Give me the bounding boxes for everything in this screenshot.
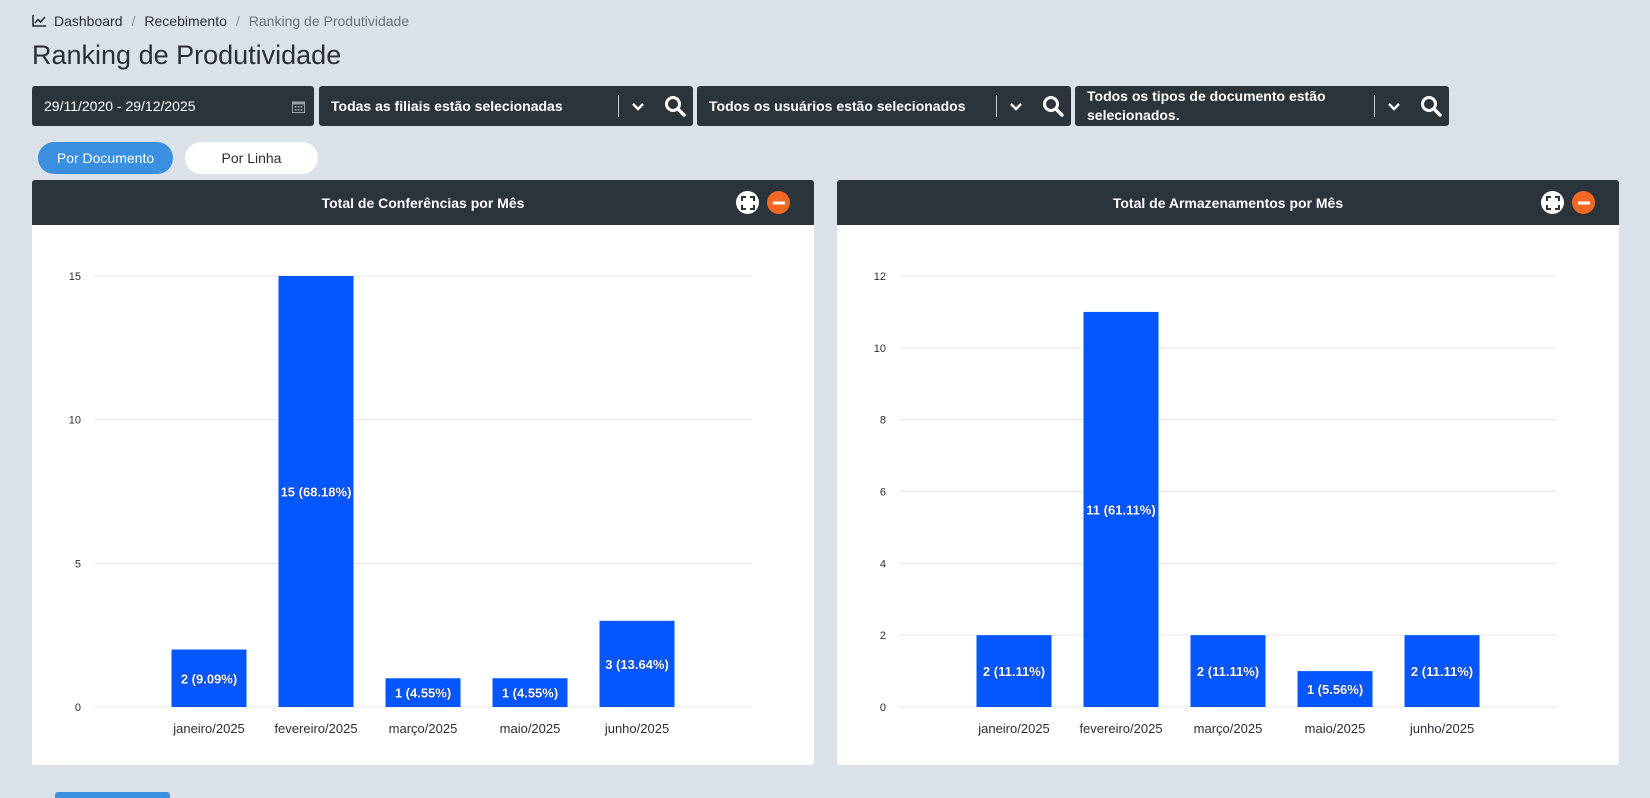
x-tick-label: março/2025 xyxy=(1194,721,1263,736)
data-label: 1 (4.55%) xyxy=(395,686,451,701)
breadcrumb-separator: / xyxy=(235,13,240,29)
y-tick-label: 10 xyxy=(874,343,886,355)
y-tick-label: 12 xyxy=(874,271,886,283)
bar[interactable] xyxy=(278,276,354,707)
y-tick-label: 15 xyxy=(69,271,81,283)
divider xyxy=(1374,95,1375,117)
storage-bar-chart: 0 2 4 6 8 10 12 2 (11.11%) janeiro/2025 11 (61.11… xyxy=(874,271,1557,736)
data-label: 1 (5.56%) xyxy=(1307,682,1363,697)
divider xyxy=(618,95,619,117)
breadcrumb-dashboard[interactable]: Dashboard xyxy=(54,13,123,29)
x-tick-label: maio/2025 xyxy=(1305,721,1366,736)
data-label: 3 (13.64%) xyxy=(605,657,669,672)
by-line-toggle[interactable]: Por Linha xyxy=(185,142,318,174)
branches-filter[interactable]: Todas as filiais estão selecionadas xyxy=(319,86,693,126)
collapse-icon[interactable] xyxy=(767,191,790,214)
bar[interactable] xyxy=(1190,635,1266,707)
breadcrumb-recebimento[interactable]: Recebimento xyxy=(144,13,227,29)
bar[interactable] xyxy=(171,649,247,707)
users-filter[interactable]: Todos os usuários estão selecionados xyxy=(697,86,1071,126)
data-label: 15 (68.18%) xyxy=(281,485,352,500)
expand-icon[interactable] xyxy=(736,191,759,214)
doc-types-value: Todos os tipos de documento estão seleci… xyxy=(1087,88,1326,123)
x-tick-label: janeiro/2025 xyxy=(172,721,245,736)
date-range-filter[interactable]: 29/11/2020 - 29/12/2025 xyxy=(32,86,314,126)
breadcrumb: Dashboard / Recebimento / Ranking de Pro… xyxy=(32,13,409,29)
y-tick-label: 5 xyxy=(75,558,81,570)
chart-line-icon xyxy=(32,15,46,27)
panel-title: Total de Conferências por Mês xyxy=(321,194,525,211)
page-title: Ranking de Produtividade xyxy=(32,40,342,70)
chevron-down-icon[interactable] xyxy=(619,102,657,111)
panel-header: Total de Conferências por Mês xyxy=(32,180,814,225)
x-tick-label: junho/2025 xyxy=(604,721,669,736)
panel-title: Total de Armazenamentos por Mês xyxy=(1112,194,1344,211)
bar[interactable] xyxy=(1083,311,1159,707)
data-label: 1 (4.55%) xyxy=(502,686,558,701)
x-tick-label: março/2025 xyxy=(389,721,458,736)
y-tick-label: 4 xyxy=(880,558,886,570)
breadcrumb-separator: / xyxy=(131,13,136,29)
conferences-bar-chart: 0 5 10 15 2 (9.09%) janeiro/2025 15 (68.18%) fe… xyxy=(69,271,752,736)
y-tick-label: 2 xyxy=(880,630,886,642)
y-tick-label: 8 xyxy=(880,415,886,427)
bar[interactable] xyxy=(492,678,568,707)
data-label: 11 (61.11%) xyxy=(1086,502,1155,517)
y-tick-label: 0 xyxy=(880,702,886,714)
x-tick-label: junho/2025 xyxy=(1409,721,1474,736)
bar[interactable] xyxy=(599,620,675,707)
partial-button xyxy=(55,792,170,798)
conferences-panel: Total de Conferências por Mês 0 5 10 15 2 (9… xyxy=(32,180,814,765)
y-tick-label: 6 xyxy=(880,487,886,499)
bar[interactable] xyxy=(1297,671,1373,707)
bar[interactable] xyxy=(1404,635,1480,707)
y-tick-label: 0 xyxy=(75,702,81,714)
data-label: 2 (11.11%) xyxy=(1197,664,1259,679)
bar[interactable] xyxy=(385,678,461,707)
search-icon[interactable] xyxy=(1035,95,1071,117)
panel-header: Total de Armazenamentos por Mês xyxy=(837,180,1619,225)
search-icon[interactable] xyxy=(1413,95,1449,117)
data-label: 2 (11.11%) xyxy=(1411,664,1473,679)
users-value: Todos os usuários estão selecionados xyxy=(709,97,966,114)
x-tick-label: fevereiro/2025 xyxy=(274,721,357,736)
search-icon[interactable] xyxy=(657,95,693,117)
branches-value: Todas as filiais estão selecionadas xyxy=(331,97,563,114)
bar[interactable] xyxy=(976,635,1052,707)
breadcrumb-current: Ranking de Produtividade xyxy=(248,13,410,29)
data-label: 2 (9.09%) xyxy=(181,671,237,686)
chevron-down-icon[interactable] xyxy=(997,102,1035,111)
chevron-down-icon[interactable] xyxy=(1375,102,1413,111)
by-document-toggle[interactable]: Por Documento xyxy=(38,142,173,174)
collapse-icon[interactable] xyxy=(1572,191,1595,214)
data-label: 2 (11.11%) xyxy=(983,664,1045,679)
x-tick-label: janeiro/2025 xyxy=(977,721,1050,736)
date-range-value: 29/11/2020 - 29/12/2025 xyxy=(44,97,196,114)
calendar-icon[interactable] xyxy=(282,100,314,113)
doc-types-filter[interactable]: Todos os tipos de documento estão seleci… xyxy=(1075,86,1449,126)
x-tick-label: fevereiro/2025 xyxy=(1079,721,1162,736)
x-tick-label: maio/2025 xyxy=(500,721,561,736)
storage-panel: Total de Armazenamentos por Mês 0 2 4 6 8 10 1… xyxy=(837,180,1619,765)
expand-icon[interactable] xyxy=(1541,191,1564,214)
y-tick-label: 10 xyxy=(69,415,81,427)
divider xyxy=(996,95,997,117)
